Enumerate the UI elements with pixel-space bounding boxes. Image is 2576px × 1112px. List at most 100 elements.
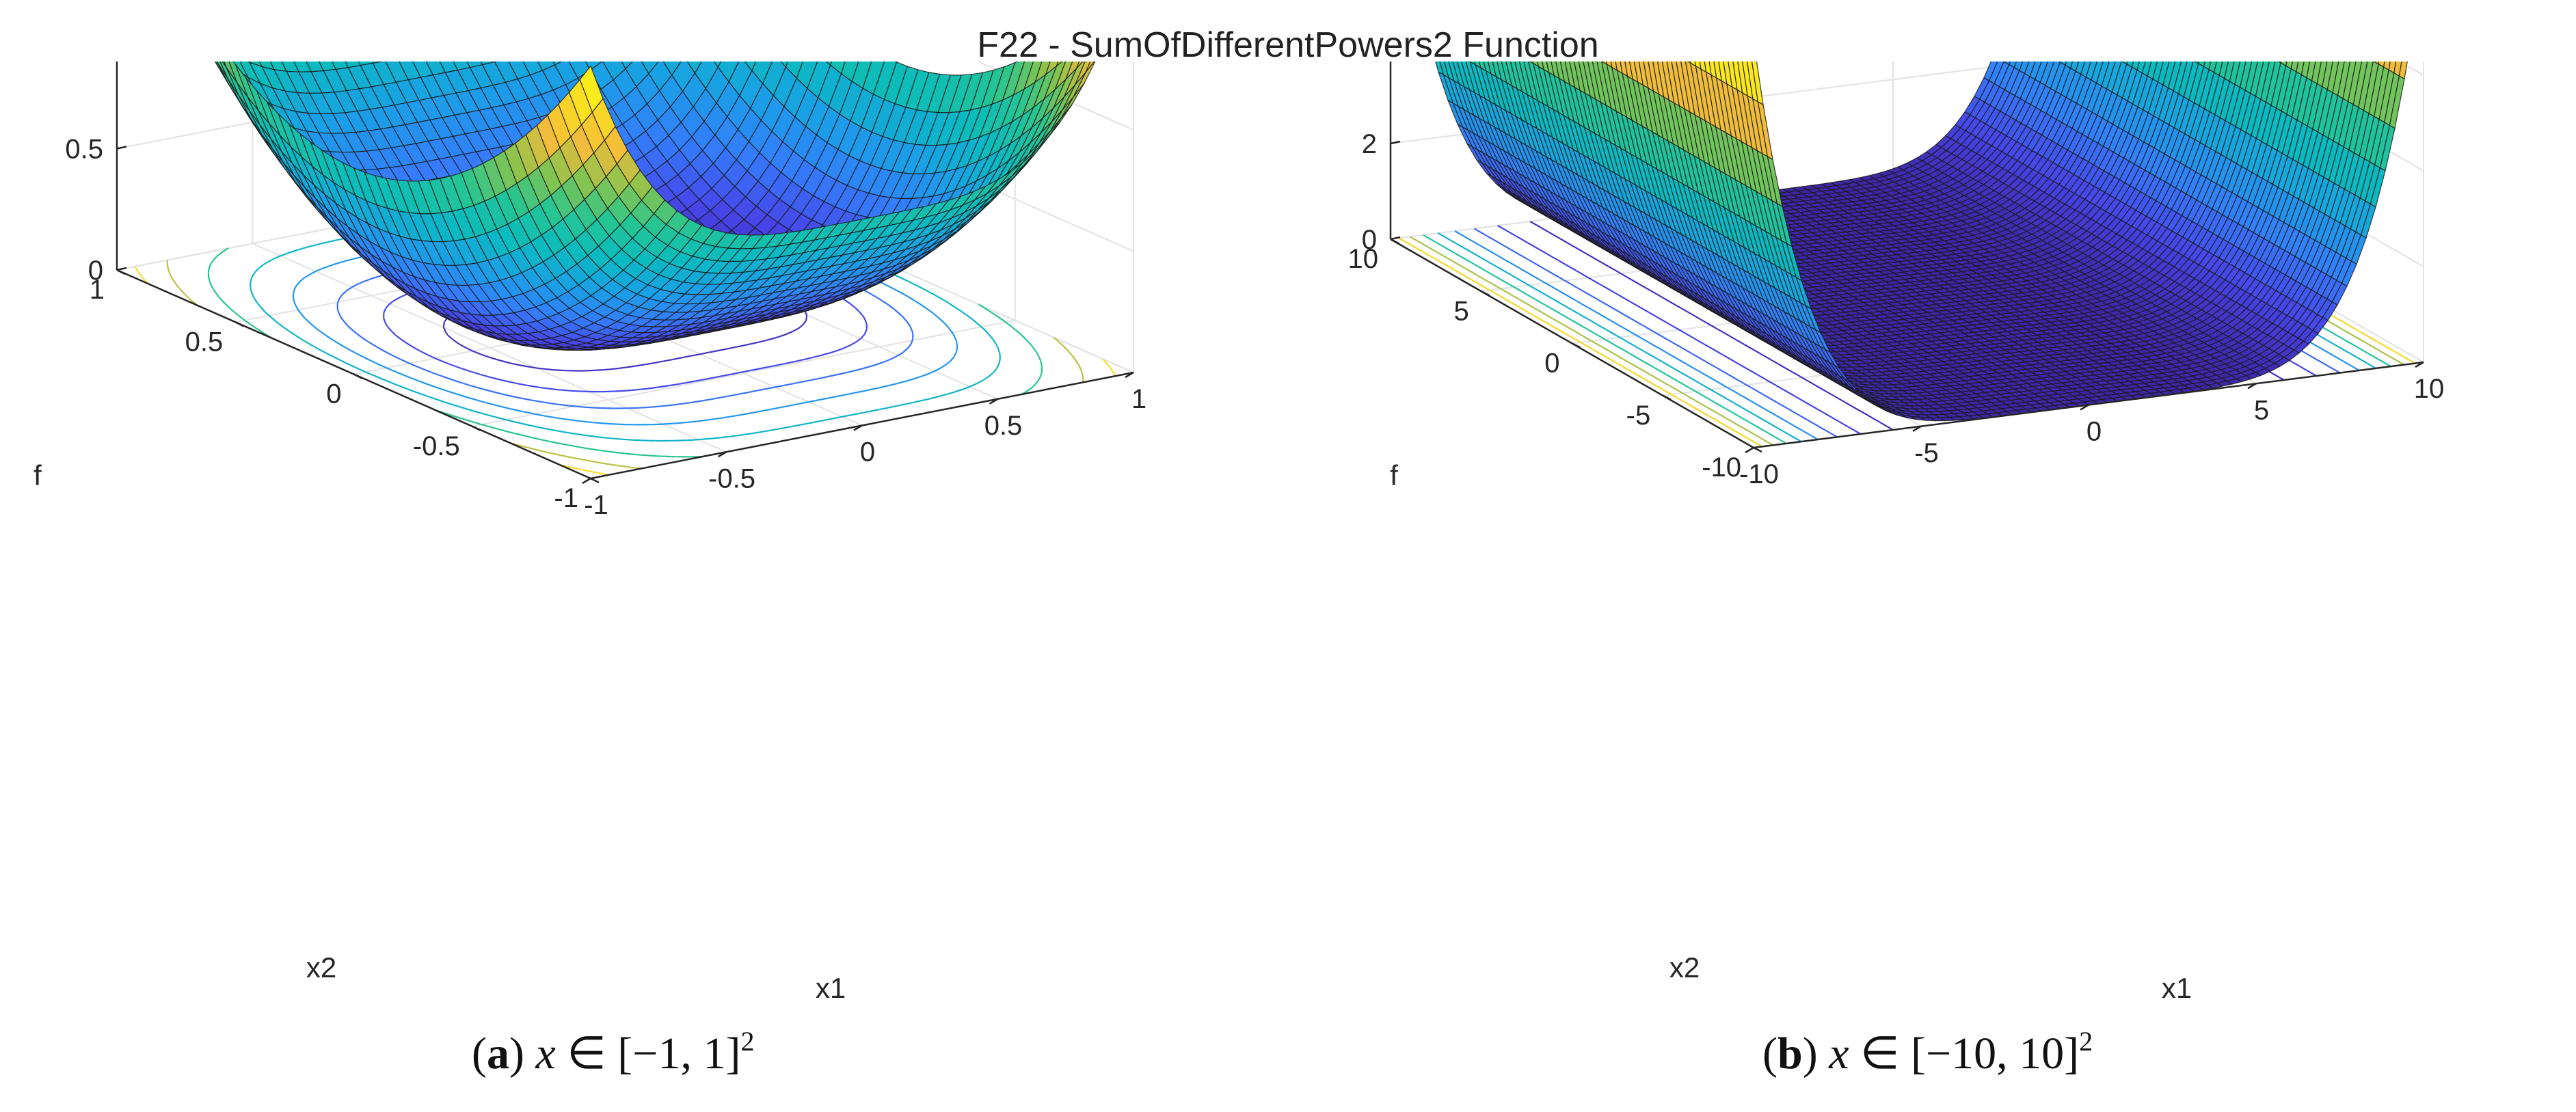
contour-segment: [1423, 234, 1430, 239]
contour-segment: [1020, 334, 1026, 340]
contour-segment: [315, 267, 323, 272]
contour-segment: [984, 329, 987, 332]
contour-segment: [603, 450, 608, 452]
contour-segment: [1693, 314, 1700, 320]
contour-segment: [1728, 373, 1735, 379]
contour-segment: [596, 461, 611, 465]
contour-segment: [1805, 431, 1812, 437]
contour-segment: [1732, 390, 1740, 395]
contour-segment: [611, 463, 626, 467]
contour-segment: [443, 361, 453, 366]
contour-segment: [319, 241, 328, 245]
contour-segment: [945, 323, 950, 329]
contour-segment: [1510, 248, 1517, 254]
contour-segment: [1701, 394, 1708, 399]
contour-segment: [935, 295, 943, 301]
contour-segment: [744, 411, 755, 415]
contour-segment: [1799, 428, 1806, 433]
contour-segment: [1587, 306, 1595, 312]
contour-segment: [1531, 314, 1539, 319]
contour-segment: [400, 293, 407, 298]
contour-segment: [1598, 335, 1605, 340]
contour-segment: [566, 444, 576, 448]
contour-segment: [1754, 434, 1762, 439]
contour-segment: [635, 364, 645, 367]
contour-segment: [1758, 416, 1766, 422]
contour-segment: [1440, 262, 1448, 267]
contour-segment: [1473, 241, 1479, 246]
contour-segment: [2333, 343, 2340, 349]
contour-segment: [1672, 355, 1679, 361]
contour-segment: [1760, 437, 1768, 443]
contour-segment: [1535, 224, 1543, 230]
contour-segment: [1542, 312, 1550, 318]
contour-segment: [1551, 256, 1559, 261]
contour-segment: [1074, 358, 1079, 364]
contour-segment: [134, 266, 139, 271]
contour-segment: [1707, 397, 1715, 403]
contour-segment: [1826, 391, 1834, 396]
contour-segment: [575, 390, 589, 393]
contour-segment: [1071, 353, 1075, 359]
contour-segment: [1819, 426, 1826, 431]
contour-segment: [1729, 335, 1736, 340]
contour-segment: [1793, 395, 1801, 401]
contour-segment: [799, 401, 809, 405]
contour-segment: [1721, 370, 1729, 375]
contour-segment: [2378, 358, 2385, 364]
contour-segment: [1550, 324, 1557, 329]
contour-segment: [898, 351, 904, 356]
contour-segment: [541, 387, 558, 391]
contour-segment: [1460, 234, 1468, 239]
contour-segment: [1753, 349, 1760, 355]
contour-segment: [947, 392, 952, 395]
contour-segment: [541, 426, 555, 431]
contour-segment: [1718, 413, 1726, 418]
contour-segment: [209, 260, 213, 266]
contour-segment: [1663, 297, 1670, 302]
contour-segment: [985, 330, 991, 336]
contour-segment: [329, 262, 338, 267]
contour-segment: [1598, 352, 1605, 357]
contour-segment: [494, 391, 505, 396]
z-tick: [116, 146, 127, 150]
contour-segment: [1578, 248, 1585, 254]
contour-segment: [219, 297, 222, 301]
contour-segment: [1607, 329, 1614, 335]
surface-patch: [216, 62, 228, 79]
contour-segment: [1576, 270, 1583, 275]
contour-segment: [1659, 387, 1666, 392]
contour-segment: [1680, 371, 1687, 377]
contour-segment: [1559, 238, 1567, 243]
contour-segment: [1570, 267, 1577, 272]
contour-segment: [1556, 310, 1564, 316]
contour-segment: [1628, 352, 1636, 357]
contour-segment: [709, 437, 721, 439]
contour-segment: [1483, 286, 1490, 291]
contour-segment: [1410, 236, 1417, 241]
contour-segment: [1423, 251, 1430, 256]
contour-segment: [720, 395, 730, 398]
contour-segment: [906, 321, 911, 327]
contour-segment: [1621, 357, 1628, 363]
contour-segment: [1484, 247, 1492, 253]
contour-segment: [1054, 337, 1060, 343]
contour-segment: [453, 379, 463, 384]
contour-segment: [798, 326, 801, 329]
contour-segment: [1601, 326, 1609, 331]
contour-segment: [971, 318, 978, 324]
contour-segment: [1510, 274, 1518, 280]
contour-segment: [1703, 342, 1710, 348]
contour-segment: [708, 349, 719, 353]
contour-segment: [696, 419, 707, 422]
contour-segment: [541, 439, 550, 442]
contour-segment: [1777, 363, 1785, 368]
contour-segment: [2384, 345, 2391, 351]
contour-segment: [384, 322, 388, 326]
contour-segment: [900, 292, 906, 296]
contour-segment: [1676, 389, 1683, 394]
contour-segment: [815, 419, 824, 423]
contour-segment: [864, 319, 868, 325]
contour-segment: [2331, 322, 2338, 327]
contour-segment: [863, 316, 866, 321]
